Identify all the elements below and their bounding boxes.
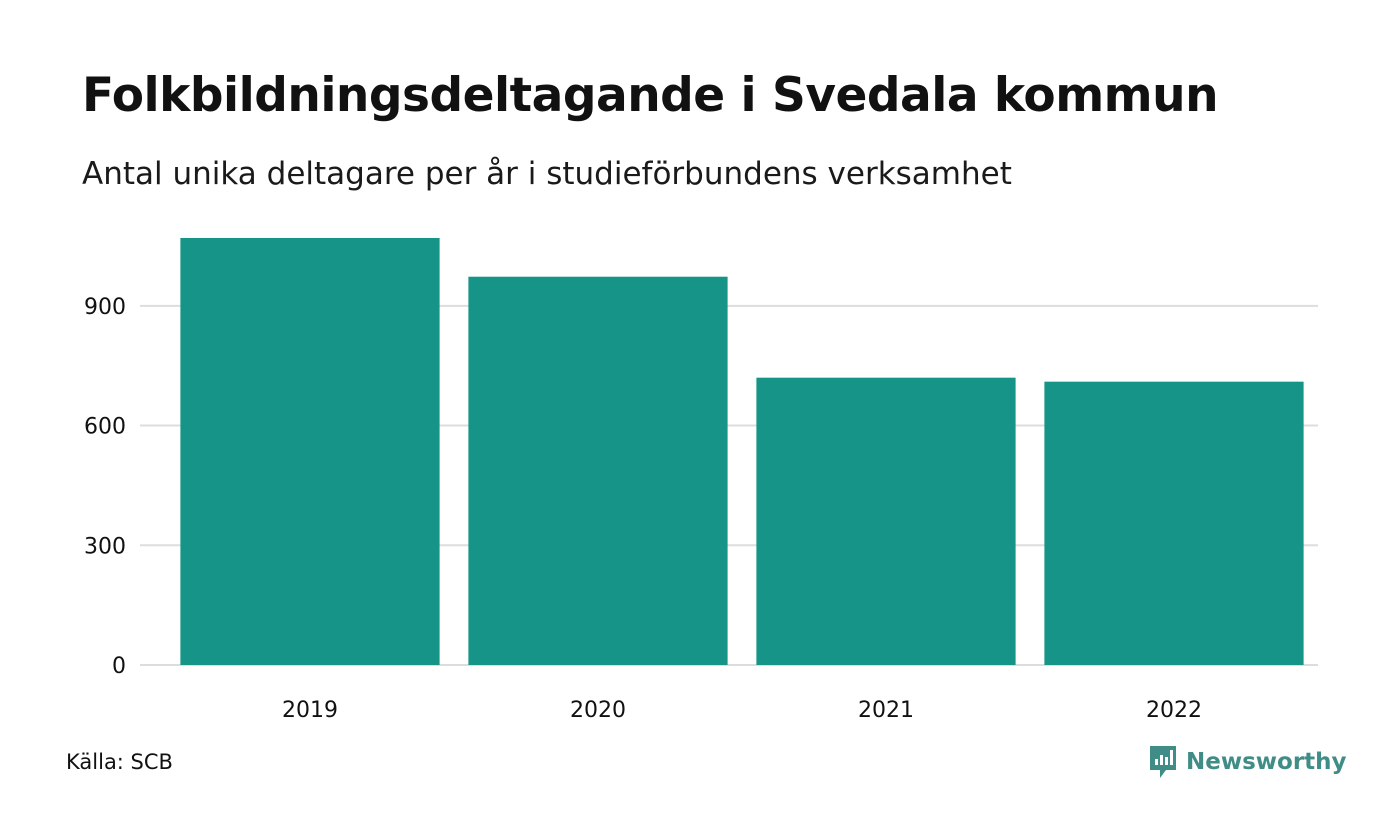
bar-2019 — [180, 238, 440, 665]
bar-chart: 0 300 600 900 2019 2020 2021 2022 — [84, 238, 1318, 723]
bar-2022 — [1044, 381, 1304, 665]
y-tick-label: 900 — [84, 295, 126, 320]
source-note: Källa: SCB — [66, 750, 173, 774]
bars — [180, 238, 1304, 665]
x-tick-label: 2020 — [570, 698, 626, 723]
y-tick-label: 600 — [84, 415, 126, 440]
y-tick-label: 300 — [84, 534, 126, 559]
chart-title: Folkbildningsdeltagande i Svedala kommun — [82, 68, 1219, 123]
y-tick-label: 0 — [112, 654, 126, 679]
brand-name: Newsworthy — [1186, 749, 1347, 775]
x-axis-ticks: 2019 2020 2021 2022 — [282, 698, 1202, 723]
newsworthy-logo-icon — [1150, 746, 1176, 778]
bar-2020 — [468, 276, 728, 665]
y-axis-ticks: 0 300 600 900 — [84, 295, 126, 679]
x-tick-label: 2019 — [282, 698, 338, 723]
bar-2021 — [756, 377, 1016, 665]
brand-logo: Newsworthy — [1148, 744, 1347, 780]
chart-subtitle: Antal unika deltagare per år i studieför… — [82, 156, 1012, 192]
x-tick-label: 2022 — [1146, 698, 1202, 723]
x-tick-label: 2021 — [858, 698, 914, 723]
